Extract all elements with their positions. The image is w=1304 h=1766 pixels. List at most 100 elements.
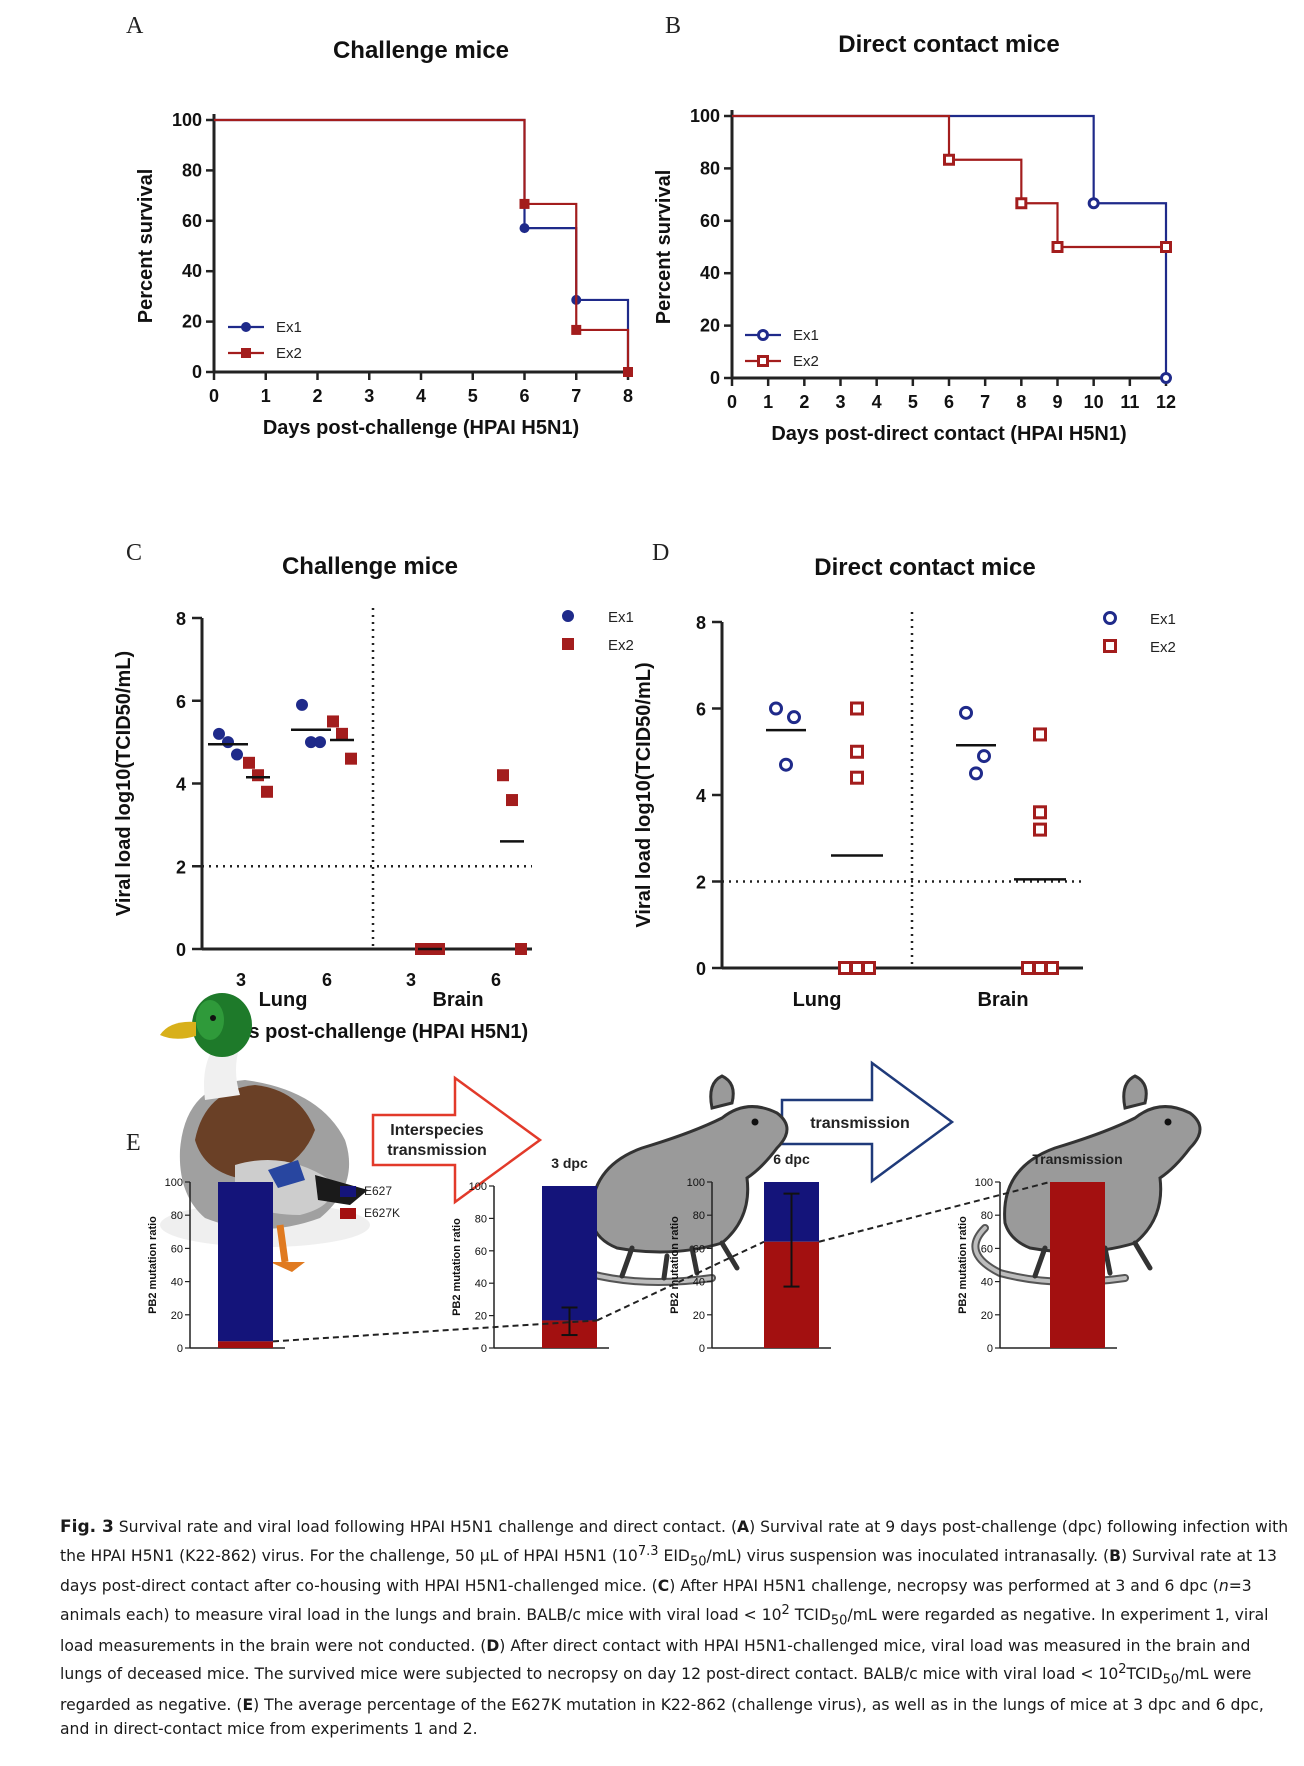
- figure: A Challenge mice 0 20 40 60 80 100 0 1 2 3 4 5 6 7 8 Days…: [113, 13, 1202, 1355]
- arrow1-label-1: Interspecies: [390, 1122, 483, 1139]
- x-tick-label: 7: [571, 386, 581, 406]
- x-axis-label: Days post-challenge (HPAI H5N1): [263, 417, 579, 439]
- y-tick-label: 100: [172, 110, 202, 130]
- x-tick-label: 2: [312, 386, 322, 406]
- survival-marker: [623, 367, 633, 377]
- survival-marker: [1087, 197, 1100, 210]
- bar-y-tick-label: 60: [981, 1243, 993, 1255]
- legend-label: Ex1: [276, 319, 302, 336]
- y-tick-label: 40: [182, 261, 202, 281]
- x-tick-label: 3: [364, 386, 374, 406]
- y-tick-label: 100: [690, 106, 720, 126]
- group-label-brain: Brain: [432, 989, 483, 1011]
- bar-y-tick-label: 80: [171, 1210, 183, 1222]
- bar-y-axis-label: PB2 mutation ratio: [669, 1216, 681, 1314]
- legend-label: Ex2: [1150, 639, 1176, 656]
- data-point: [1033, 727, 1047, 742]
- y-tick-label: 20: [700, 316, 720, 336]
- data-point: [345, 752, 357, 765]
- legend-label: Ex1: [793, 327, 819, 344]
- data-point: [850, 744, 864, 759]
- pb2-mutation-bars: 0 20 40 60 80 100 PB2 mutation ratio 0 20 40 60 80 1…: [147, 1151, 1123, 1355]
- caption-a-text: ) Survival rate at 9 days post-challenge…: [60, 1518, 1289, 1565]
- bar-e627k: [1050, 1182, 1105, 1348]
- data-point: [252, 769, 264, 782]
- panel-letter: D: [652, 540, 669, 566]
- bar-y-tick-label: 80: [981, 1210, 993, 1222]
- legend-marker: [1103, 639, 1117, 653]
- x-tick-label: 1: [763, 392, 773, 412]
- caption-c-text2: =3 animals each) to measure viral load i…: [60, 1577, 1252, 1624]
- caption-intro: Survival rate and viral load following H…: [113, 1518, 738, 1536]
- survival-line-ex2: [732, 114, 1166, 249]
- panel-e: Interspecies transmission transmission 0…: [126, 993, 1202, 1355]
- data-point: [506, 794, 518, 807]
- data-point: [327, 715, 339, 728]
- x-tick-label: 12: [1156, 392, 1176, 412]
- x-tick-label: 10: [1084, 392, 1104, 412]
- legend-marker: [562, 638, 574, 650]
- y-axis-label: Viral load log10(TCID50/mL): [113, 651, 135, 916]
- y-tick-label: 8: [696, 613, 706, 633]
- y-tick-label: 20: [182, 312, 202, 332]
- x-tick-label: 8: [623, 386, 633, 406]
- y-tick-label: 0: [710, 368, 720, 388]
- data-point: [959, 705, 973, 720]
- caption-a-text2: EID: [658, 1546, 690, 1565]
- x-tick-label: 2: [799, 392, 809, 412]
- caption-c-text3: TCID: [789, 1605, 831, 1624]
- legend-label: Ex2: [608, 637, 634, 654]
- y-tick-label: 0: [176, 940, 186, 960]
- panel-c: C Challenge mice 0 2 4 6 8 Viral load log10(TCI…: [113, 540, 634, 1043]
- legend-label: E627: [364, 1184, 392, 1198]
- bar-y-tick-label: 60: [475, 1246, 487, 1258]
- bar-y-tick-label: 20: [171, 1310, 183, 1322]
- group-label-brain: Brain: [977, 989, 1028, 1011]
- x-tick-label: 6: [944, 392, 954, 412]
- bar-y-tick-label: 0: [987, 1343, 993, 1355]
- x-tick-label: 7: [980, 392, 990, 412]
- caption-a-label: A: [737, 1518, 750, 1536]
- bar-y-tick-label: 40: [171, 1277, 183, 1289]
- caption-d-sup: 2: [1118, 1662, 1127, 1678]
- data-point: [977, 749, 991, 764]
- bar-y-tick-label: 100: [469, 1181, 487, 1193]
- data-point: [779, 757, 793, 772]
- bar-y-tick-label: 60: [171, 1243, 183, 1255]
- bar-y-tick-label: 0: [699, 1343, 705, 1355]
- caption-d-text3: /mL were regarded as negative. (: [60, 1665, 1252, 1714]
- bar-y-axis-label: PB2 mutation ratio: [451, 1218, 463, 1316]
- day-tick-label: 6: [491, 970, 501, 990]
- data-point: [314, 736, 326, 749]
- chart-title: Challenge mice: [282, 553, 458, 580]
- data-point: [296, 698, 308, 711]
- legend-marker: [562, 610, 574, 622]
- survival-marker: [519, 198, 530, 209]
- chart-title: Direct contact mice: [838, 31, 1059, 58]
- bar-y-tick-label: 40: [475, 1278, 487, 1290]
- data-point: [838, 961, 852, 975]
- panel-d: D Direct contact mice 0 2 4 6 8 Viral load log1…: [633, 540, 1176, 1011]
- x-tick-label: 5: [908, 392, 918, 412]
- caption-d-label: D: [486, 1636, 500, 1655]
- y-tick-label: 4: [176, 775, 186, 795]
- x-tick-label: 0: [209, 386, 219, 406]
- legend-marker: [241, 348, 251, 358]
- chart-title: Direct contact mice: [814, 554, 1035, 581]
- data-point: [850, 701, 864, 716]
- caption-d-sub: 50: [1162, 1672, 1180, 1688]
- data-point: [862, 961, 876, 975]
- x-axis-label: Days post-challenge (HPAI H5N1): [212, 1021, 528, 1043]
- bar-e627: [218, 1182, 273, 1342]
- y-tick-label: 4: [696, 786, 706, 806]
- caption-c-label: C: [657, 1577, 670, 1596]
- group-label-lung: Lung: [793, 989, 842, 1011]
- caption-a-sub: 50: [689, 1553, 707, 1569]
- trend-connector: [272, 1319, 598, 1343]
- bar-y-axis-label: PB2 mutation ratio: [957, 1216, 969, 1314]
- data-point: [261, 785, 273, 798]
- data-point: [222, 736, 234, 749]
- caption-fig-label: Fig. 3: [60, 1517, 114, 1537]
- data-point: [515, 943, 527, 955]
- y-tick-label: 0: [696, 959, 706, 979]
